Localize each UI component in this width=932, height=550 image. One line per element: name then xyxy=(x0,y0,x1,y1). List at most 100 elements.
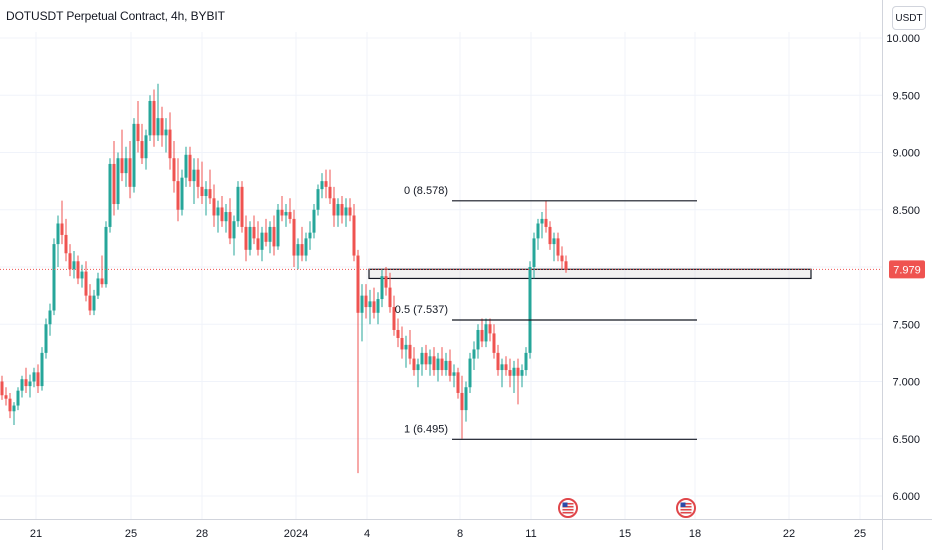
candle xyxy=(168,112,172,170)
candle xyxy=(96,272,100,300)
candle xyxy=(376,292,380,325)
candle-body xyxy=(300,244,304,256)
candle xyxy=(532,232,536,279)
candle-body xyxy=(48,310,52,325)
candle xyxy=(136,100,140,153)
candle xyxy=(484,318,488,348)
candle-body xyxy=(60,223,64,235)
candle xyxy=(308,221,312,250)
candle xyxy=(524,347,528,376)
candle xyxy=(24,367,28,393)
x-tick-label: 25 xyxy=(125,528,137,540)
candle-body xyxy=(516,367,520,376)
candle xyxy=(492,324,496,359)
candle-body xyxy=(100,278,104,285)
candle xyxy=(248,221,252,256)
candle-body xyxy=(180,177,184,210)
candle-body xyxy=(220,207,224,222)
candle xyxy=(140,123,144,164)
candle xyxy=(60,200,64,245)
candle-body xyxy=(116,158,120,205)
candle-body xyxy=(416,364,420,371)
candle xyxy=(344,198,348,227)
candle-body xyxy=(172,158,176,182)
candle-body xyxy=(468,358,472,388)
candle xyxy=(280,196,284,222)
candle xyxy=(340,196,344,224)
candle-body xyxy=(356,255,360,313)
candle-body xyxy=(144,135,148,159)
candle xyxy=(132,118,136,193)
last-price-badge xyxy=(889,260,925,279)
candle-body xyxy=(428,356,432,365)
candle xyxy=(424,344,428,371)
candle xyxy=(152,89,156,147)
candle xyxy=(232,215,236,256)
candle-body xyxy=(396,329,400,338)
candle xyxy=(244,215,248,262)
candle-body xyxy=(360,295,364,313)
candle-body xyxy=(496,352,500,371)
candle-layer xyxy=(0,83,568,474)
candle xyxy=(100,255,104,288)
candle xyxy=(4,387,8,406)
flag-stripe xyxy=(562,512,574,514)
candle-body xyxy=(512,367,516,376)
candle-body xyxy=(8,398,12,412)
candle-body xyxy=(224,212,228,222)
candle-body xyxy=(200,186,204,197)
candle xyxy=(264,218,268,247)
y-tick-label: 9.000 xyxy=(892,148,920,160)
candle xyxy=(332,186,336,227)
candle xyxy=(108,158,112,233)
candle-body xyxy=(288,212,292,219)
candle xyxy=(216,200,220,233)
candle-body xyxy=(340,204,344,216)
candle xyxy=(300,226,304,262)
candle xyxy=(292,209,296,267)
candle xyxy=(420,347,424,376)
support-zone-box xyxy=(368,268,812,280)
last-price-label: 7.979 xyxy=(893,264,921,276)
candle xyxy=(252,215,256,245)
candle-body xyxy=(164,129,168,136)
candle xyxy=(48,303,52,336)
candle-body xyxy=(12,405,16,412)
candle-body xyxy=(348,207,352,216)
event-layer xyxy=(558,498,696,518)
candle-body xyxy=(556,238,560,256)
currency-button[interactable]: USDT xyxy=(892,6,926,30)
candle xyxy=(260,226,264,262)
flag-canton xyxy=(680,502,686,507)
candle xyxy=(212,184,216,227)
candle xyxy=(560,246,564,270)
candle-body xyxy=(400,337,404,350)
candle-body xyxy=(432,356,436,371)
candle-body xyxy=(272,226,276,247)
candle xyxy=(204,181,208,216)
candle-body xyxy=(544,218,548,227)
candle-body xyxy=(368,301,372,308)
price-layer: 7.979 xyxy=(0,260,925,279)
candle xyxy=(352,204,356,262)
candle-body xyxy=(16,390,20,406)
y-tick-label: 10.000 xyxy=(886,33,920,45)
candle xyxy=(500,358,504,388)
candle xyxy=(112,141,116,216)
candle xyxy=(324,169,328,199)
candle xyxy=(44,318,48,359)
candle-body xyxy=(68,253,72,270)
economic-event-icon xyxy=(558,498,578,518)
x-tick-label: 18 xyxy=(689,528,701,540)
candle-body xyxy=(352,215,356,256)
candle xyxy=(516,358,520,405)
fib-level-label: 0.5 (7.537) xyxy=(395,304,448,316)
candle-body xyxy=(52,244,56,311)
candle xyxy=(552,232,556,262)
candle xyxy=(336,198,340,227)
y-tick-label: 9.500 xyxy=(892,90,920,102)
candle xyxy=(348,198,352,222)
candle xyxy=(32,367,36,388)
